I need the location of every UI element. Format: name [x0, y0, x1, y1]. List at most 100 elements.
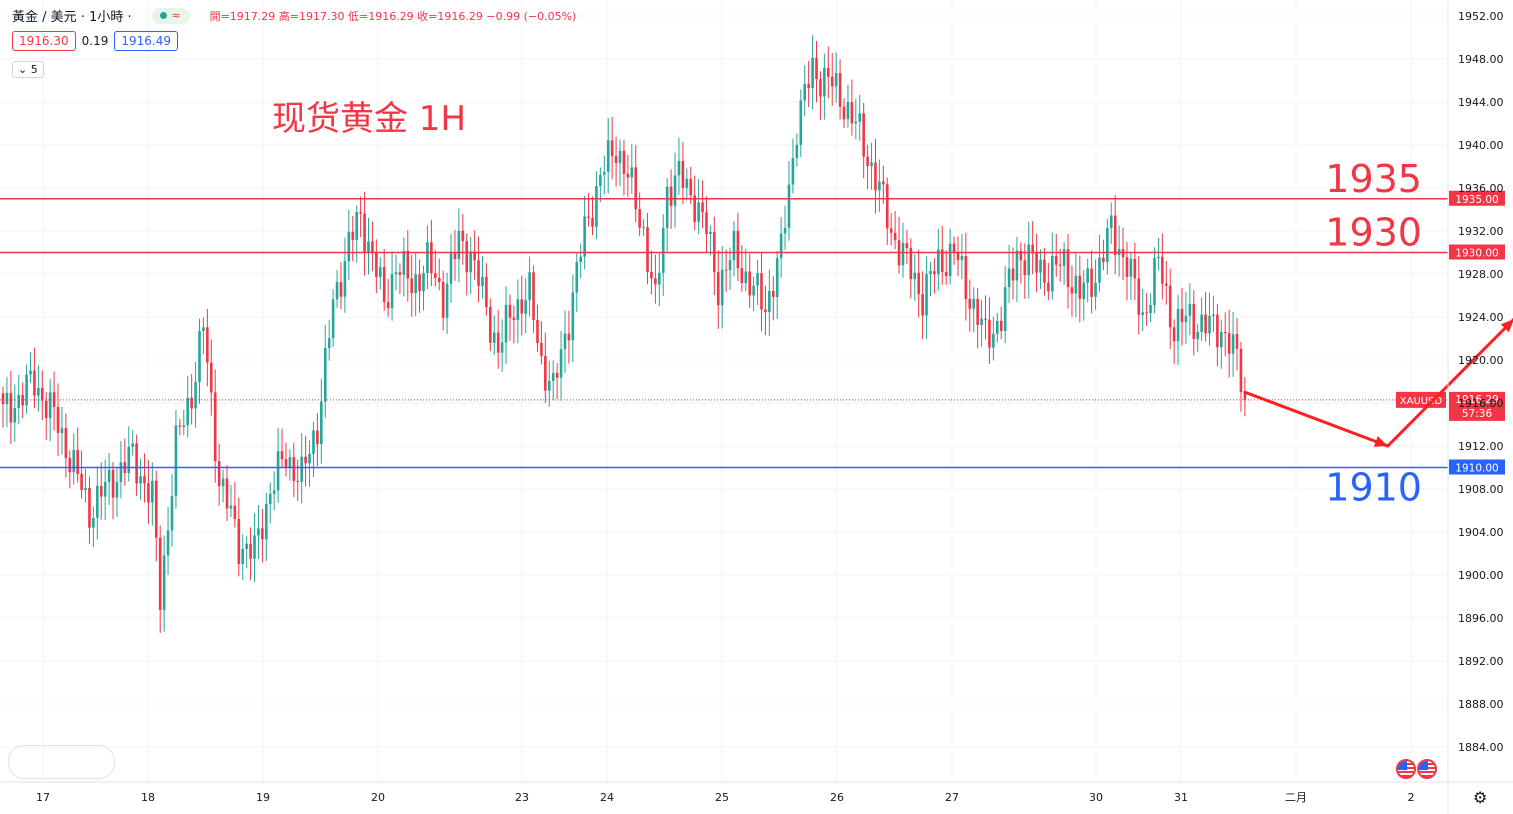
- candle-body: [606, 140, 610, 172]
- candle-body: [418, 274, 421, 292]
- candle: [394, 254, 398, 291]
- us-flag-icon[interactable]: [1396, 759, 1416, 779]
- candle-body: [1188, 304, 1192, 316]
- bottom-toolbar-placeholder[interactable]: [8, 745, 115, 779]
- candle-body: [386, 302, 390, 309]
- candle-body: [445, 283, 449, 318]
- candle: [233, 481, 237, 528]
- candle-body: [96, 485, 99, 518]
- price-tick-label: 1952.00: [1458, 10, 1504, 23]
- candle: [1082, 269, 1086, 321]
- buy-price-button[interactable]: 1916.49: [114, 31, 178, 51]
- candle-body: [1011, 268, 1015, 281]
- candle-body: [787, 184, 791, 228]
- candle-body: [1200, 314, 1203, 332]
- candle-body: [1015, 250, 1019, 281]
- candle-body: [304, 456, 307, 464]
- candle-body: [709, 231, 712, 234]
- candle: [312, 421, 315, 478]
- candle-body: [756, 273, 759, 286]
- candle: [673, 152, 677, 228]
- candle-body: [115, 481, 119, 498]
- candle-body: [1235, 334, 1239, 349]
- candle-body: [764, 309, 767, 313]
- candle: [893, 211, 897, 250]
- candle: [1164, 261, 1168, 305]
- candle-body: [972, 298, 976, 309]
- candle-body: [748, 271, 751, 296]
- candle-body: [422, 273, 425, 292]
- candle-body: [343, 261, 347, 297]
- candle-body: [732, 230, 736, 261]
- candle-body: [1054, 255, 1058, 265]
- candle: [976, 288, 979, 349]
- candle-body: [68, 457, 72, 473]
- candle-body: [1078, 275, 1082, 299]
- candle: [249, 527, 252, 581]
- candle: [296, 459, 300, 502]
- candle-body: [775, 258, 779, 298]
- candle-body: [1184, 315, 1188, 323]
- candle: [481, 256, 484, 299]
- candle: [591, 196, 594, 236]
- candle-body: [654, 278, 657, 285]
- chart-title: 现货黄金 1H: [272, 99, 466, 139]
- candle: [874, 138, 877, 214]
- candle-body: [80, 474, 83, 491]
- candle: [964, 232, 968, 321]
- time-axis[interactable]: 17 18 19 20 23 24 25 26 27 30 31 二月 2: [0, 781, 1513, 804]
- candle-body: [280, 451, 284, 460]
- candle: [775, 250, 779, 319]
- candle: [107, 453, 111, 506]
- candle-body: [1062, 249, 1066, 266]
- candle-body: [909, 247, 913, 280]
- candle: [44, 391, 48, 440]
- candle-body: [127, 446, 131, 474]
- candle-body: [48, 392, 52, 419]
- candle-body: [874, 162, 877, 191]
- indicators-toggle[interactable]: ⌄ 5: [12, 61, 44, 78]
- arrow-head: [1500, 319, 1513, 333]
- candle: [166, 506, 170, 575]
- candle-body: [1157, 256, 1160, 259]
- candle: [1176, 294, 1180, 365]
- candle: [1161, 233, 1164, 300]
- candle-body: [634, 167, 638, 210]
- candle-body: [162, 555, 166, 610]
- candle-body: [830, 76, 834, 87]
- candle-body: [646, 227, 649, 272]
- candle-body: [783, 227, 787, 234]
- candle-body: [933, 271, 936, 275]
- market-status-pill[interactable]: ≈: [151, 7, 190, 24]
- candle: [355, 205, 358, 263]
- candle: [500, 319, 504, 372]
- candle-body: [771, 290, 775, 298]
- candle: [614, 136, 618, 187]
- candle-body: [331, 299, 335, 339]
- candle: [217, 443, 221, 506]
- candle: [779, 217, 783, 278]
- candle: [995, 312, 999, 343]
- candle: [99, 462, 103, 520]
- gear-icon[interactable]: ⚙: [1473, 788, 1488, 807]
- candle: [115, 467, 119, 517]
- candle-body: [217, 461, 221, 487]
- quote-panel: 1916.30 0.19 1916.49: [12, 31, 178, 51]
- price-tick-label: 1916.00: [1458, 397, 1504, 410]
- sell-price-button[interactable]: 1916.30: [12, 31, 76, 51]
- time-tick-label: 18: [141, 791, 155, 804]
- symbol-title[interactable]: 黃金 / 美元 · 1小時 ·: [12, 10, 132, 25]
- candle-body: [174, 425, 178, 497]
- candle: [445, 272, 449, 334]
- candle: [968, 279, 972, 332]
- candle-body: [905, 242, 909, 248]
- price-axis[interactable]: 1884.00 1888.00 1892.00 1896.00 1900.00 1904.…: [1447, 0, 1504, 814]
- candle-body: [937, 249, 940, 275]
- candle: [68, 450, 72, 489]
- candle: [744, 248, 748, 292]
- us-flag-icon[interactable]: [1417, 759, 1437, 779]
- candle-body: [827, 67, 830, 77]
- candle: [489, 298, 492, 352]
- candle: [850, 79, 854, 136]
